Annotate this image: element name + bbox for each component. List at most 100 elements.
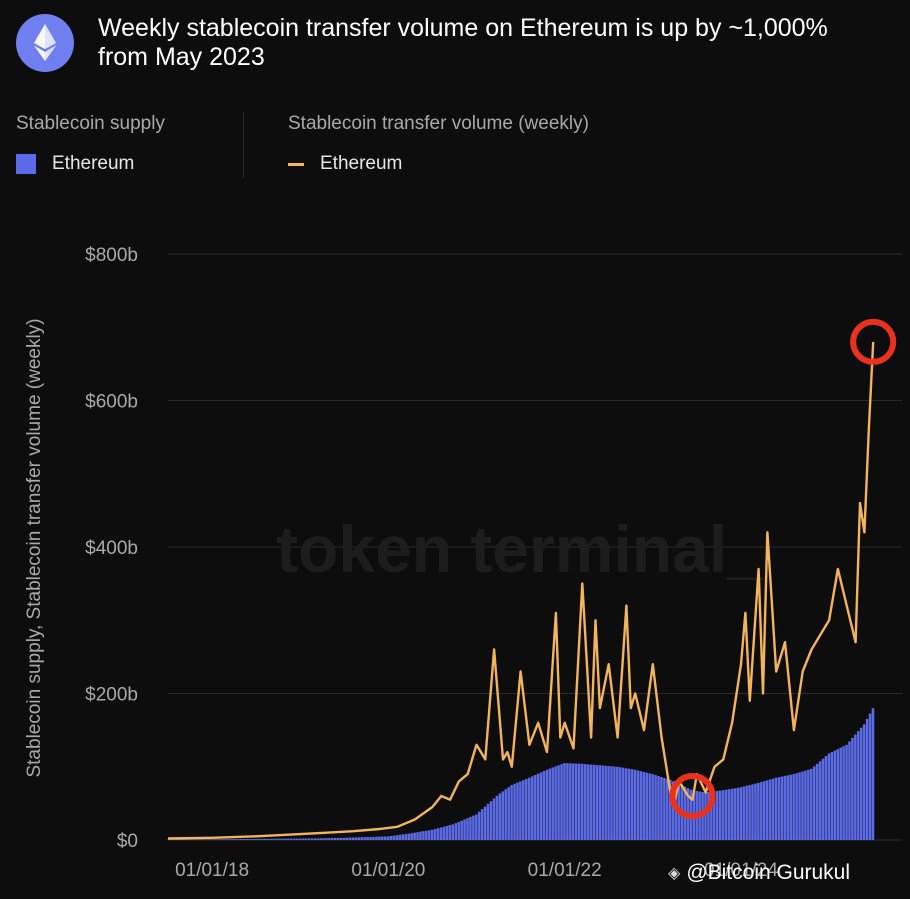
highlight-circle-low xyxy=(669,773,716,820)
y-tick-label: $0 xyxy=(117,831,138,852)
supply-bar xyxy=(792,774,795,840)
supply-bar xyxy=(295,838,299,840)
supply-bar xyxy=(765,780,769,840)
supply-bar xyxy=(848,741,851,840)
supply-bar xyxy=(366,837,369,840)
supply-bar xyxy=(357,837,361,840)
legend-entry-supply-label: Ethereum xyxy=(52,153,135,174)
supply-bar xyxy=(763,781,766,840)
supply-bar xyxy=(789,774,792,840)
binance-diamond-icon: ◈ xyxy=(668,865,681,882)
supply-bar xyxy=(757,782,760,840)
supply-bar xyxy=(192,839,196,840)
supply-bar xyxy=(871,708,875,840)
supply-bar xyxy=(824,756,828,840)
y-axis-ticks: $0 $200b $400b $600b $800b xyxy=(85,245,138,852)
supply-bar xyxy=(281,838,284,840)
supply-bar xyxy=(486,803,490,840)
supply-bar xyxy=(439,827,443,840)
supply-bar xyxy=(507,787,510,840)
supply-bar xyxy=(783,775,787,840)
supply-bar xyxy=(251,838,255,840)
supply-bar xyxy=(375,836,378,840)
supply-bar xyxy=(804,770,807,840)
supply-bar xyxy=(774,777,778,840)
supply-bar xyxy=(768,779,772,840)
supply-bar xyxy=(210,839,214,840)
supply-bar xyxy=(442,826,446,840)
y-tick-label: $400b xyxy=(85,538,138,559)
supply-bar xyxy=(316,838,319,840)
supply-bar xyxy=(289,838,293,840)
supply-bar xyxy=(489,801,493,840)
supply-bar xyxy=(748,785,751,840)
supply-bar xyxy=(663,777,666,840)
supply-bar xyxy=(401,834,405,840)
supply-bar xyxy=(260,838,264,840)
supply-bar xyxy=(654,775,657,840)
supply-bar xyxy=(827,753,831,840)
supply-bar xyxy=(328,838,331,840)
supply-bar xyxy=(583,764,587,840)
x-tick-label: 01/01/24 xyxy=(704,860,778,881)
supply-bar xyxy=(536,773,540,840)
supply-bar xyxy=(660,777,663,840)
supply-bar xyxy=(639,771,643,840)
supply-bar xyxy=(713,791,716,840)
supply-bar xyxy=(718,790,722,840)
supply-bar xyxy=(842,746,845,840)
supply-bar xyxy=(801,771,804,840)
supply-bar xyxy=(545,769,549,840)
supply-bar xyxy=(354,837,358,840)
supply-bar xyxy=(845,744,848,840)
supply-bar xyxy=(554,766,557,840)
supply-bar xyxy=(422,831,425,840)
supply-bar xyxy=(284,838,287,840)
supply-bar xyxy=(195,839,199,840)
supply-bar xyxy=(818,761,822,840)
supply-bar xyxy=(245,838,249,840)
supply-bar xyxy=(704,792,707,840)
supply-bar xyxy=(222,839,225,840)
supply-bar xyxy=(645,772,649,840)
supply-bar xyxy=(530,776,534,840)
legend-entry-supply[interactable]: Ethereum xyxy=(16,152,165,176)
legend-divider xyxy=(243,112,244,178)
supply-bar xyxy=(542,771,546,840)
supply-bar xyxy=(519,781,522,840)
supply-bar xyxy=(810,768,813,840)
supply-bar xyxy=(301,838,305,840)
supply-bar xyxy=(234,839,237,840)
y-tick-label: $800b xyxy=(85,245,138,266)
supply-bar xyxy=(551,767,554,840)
supply-bar xyxy=(266,838,269,840)
supply-bar xyxy=(339,837,343,840)
supply-bar xyxy=(216,839,220,840)
footer-credit: ◈ @Bitcoin Gurukul xyxy=(668,861,850,885)
watermark: token terminal_ xyxy=(276,512,765,586)
supply-bar xyxy=(548,768,552,840)
supply-bar xyxy=(586,764,590,840)
supply-bar xyxy=(624,768,628,840)
legend-group-volume: Stablecoin transfer volume (weekly) Ethe… xyxy=(288,112,589,176)
supply-bar xyxy=(304,838,308,840)
supply-bar xyxy=(522,780,525,840)
supply-bar xyxy=(322,838,325,840)
supply-bar xyxy=(219,839,222,840)
supply-bar xyxy=(336,837,340,840)
legend-entry-volume[interactable]: Ethereum xyxy=(288,152,589,176)
supply-bar xyxy=(563,763,566,840)
supply-bar xyxy=(237,839,240,840)
supply-bar xyxy=(607,766,610,840)
supply-bar xyxy=(433,828,437,840)
supply-bar xyxy=(627,768,631,840)
supply-bar xyxy=(292,838,296,840)
y-tick-label: $600b xyxy=(85,392,138,413)
supply-bar xyxy=(204,839,208,840)
supply-bar xyxy=(862,724,866,840)
supply-bar xyxy=(751,784,754,840)
supply-bar xyxy=(754,783,757,840)
supply-bar xyxy=(868,713,872,840)
ethereum-icon xyxy=(16,14,74,72)
y-axis-label: Stablecoin supply, Stablecoin transfer v… xyxy=(24,318,45,777)
